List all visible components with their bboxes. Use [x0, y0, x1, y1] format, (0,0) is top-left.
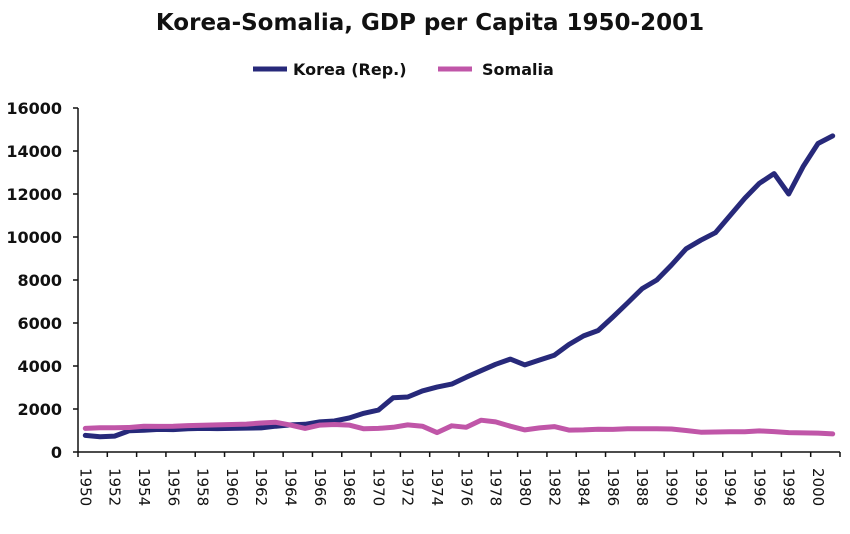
series-line-somalia [82, 417, 836, 437]
x-tick-label: 1990 [662, 468, 680, 506]
y-tick-label: 0 [51, 443, 62, 462]
y-tick-label: 2000 [17, 400, 62, 419]
legend: Korea (Rep.) Somalia [253, 60, 554, 79]
x-tick-label: 1954 [135, 468, 153, 506]
x-tick-label: 1998 [780, 468, 798, 506]
y-tick-label: 16000 [6, 99, 62, 118]
x-tick-label: 1988 [633, 468, 651, 506]
x-tick-label: 1956 [164, 468, 182, 506]
legend-item-korea[interactable]: Korea (Rep.) [253, 60, 407, 79]
x-tick-label: 1972 [399, 468, 417, 506]
x-tick-label: 1960 [223, 468, 241, 506]
plot-series [82, 133, 836, 440]
x-tick-label: 1962 [252, 468, 270, 506]
x-tick-label: 1996 [750, 468, 768, 506]
legend-item-somalia[interactable]: Somalia [438, 60, 554, 79]
y-tick-label: 12000 [6, 185, 62, 204]
x-tick-label: 1966 [311, 468, 329, 506]
x-tick-label: 1952 [106, 468, 124, 506]
x-tick-label: 1980 [516, 468, 534, 506]
y-tick-label: 6000 [17, 314, 62, 333]
x-tick-label: 1982 [545, 468, 563, 506]
y-axis: 0 2000 4000 6000 8000 10000 12000 14000 16000 [6, 99, 79, 462]
y-tick-label: 14000 [6, 142, 62, 161]
legend-label-korea: Korea (Rep.) [293, 60, 407, 79]
x-tick-label: 1950 [76, 468, 94, 506]
x-tick-label: 1974 [428, 468, 446, 506]
y-tick-label: 8000 [17, 271, 62, 290]
x-tick-label: 1986 [604, 468, 622, 506]
x-tick-label: 1958 [194, 468, 212, 506]
series-line-korea [82, 133, 836, 440]
x-tick-label: 1984 [575, 468, 593, 506]
y-tick-label: 10000 [6, 228, 62, 247]
x-tick-label: 2000 [809, 468, 827, 506]
x-tick-label: 1994 [721, 468, 739, 506]
y-tick-label: 4000 [17, 357, 62, 376]
x-tick-label: 1970 [369, 468, 387, 506]
legend-label-somalia: Somalia [482, 60, 554, 79]
x-tick-label: 1978 [487, 468, 505, 506]
x-tick-label: 1968 [340, 468, 358, 506]
chart-title: Korea-Somalia, GDP per Capita 1950-2001 [156, 10, 704, 36]
x-tick-label: 1992 [692, 468, 710, 506]
x-tick-label: 1976 [457, 468, 475, 506]
x-tick-label: 1964 [281, 468, 299, 506]
x-axis: 1950 1952 1954 1956 1958 1960 1962 1964 1966 1968… [76, 451, 841, 506]
